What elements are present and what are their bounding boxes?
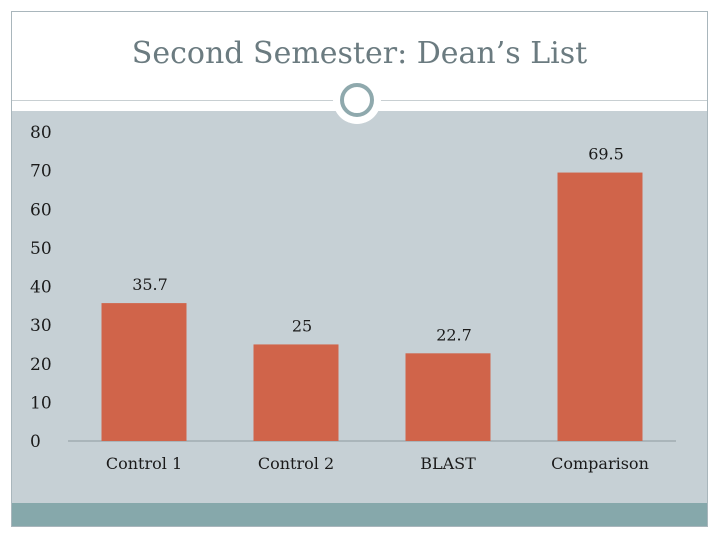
y-tick-label: 70 [30, 162, 52, 182]
bar [253, 344, 339, 441]
data-label: 69.5 [588, 145, 624, 164]
data-label: 25 [292, 316, 312, 335]
y-tick-label: 10 [30, 393, 52, 413]
category-label: BLAST [420, 454, 476, 473]
bar [405, 353, 491, 441]
data-label: 35.7 [132, 275, 168, 294]
y-tick-label: 80 [30, 123, 52, 143]
bar [557, 172, 643, 441]
y-tick-label: 30 [30, 316, 52, 336]
footer-band [12, 503, 707, 526]
category-label: Control 1 [106, 454, 182, 473]
category-label: Comparison [551, 454, 649, 473]
circle-ornament-icon [333, 76, 381, 124]
y-tick-label: 60 [30, 200, 52, 220]
y-tick-label: 40 [30, 278, 52, 298]
y-tick-label: 50 [30, 239, 52, 259]
bar [101, 303, 187, 441]
data-label: 22.7 [436, 325, 472, 344]
category-label: Control 2 [258, 454, 334, 473]
y-tick-label: 0 [30, 432, 41, 452]
slide-title: Second Semester: Dean’s List [131, 36, 588, 71]
y-tick-label: 20 [30, 355, 52, 375]
